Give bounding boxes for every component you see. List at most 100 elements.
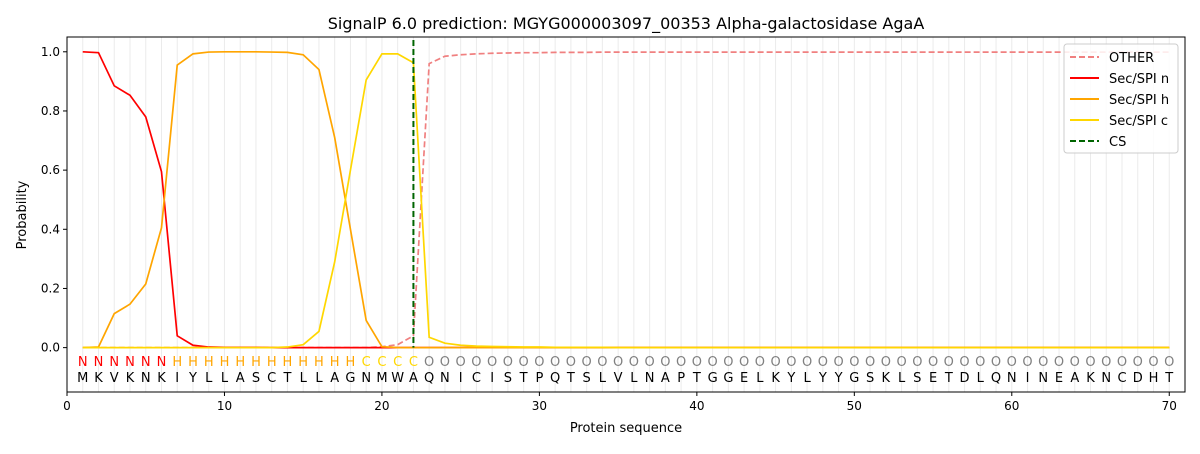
residue-letter: P — [677, 371, 685, 386]
series-line-sec-spi-c — [82, 53, 1170, 349]
region-label: O — [503, 355, 513, 370]
region-label: O — [1101, 355, 1111, 370]
residue-letter: Y — [834, 371, 843, 386]
residue-letter: N — [1038, 371, 1048, 386]
residue-letter: Y — [818, 371, 827, 386]
y-tick-label: 1.0 — [41, 45, 60, 59]
residue-letter: N — [440, 371, 450, 386]
residue-letter: G — [708, 371, 718, 386]
region-label: O — [802, 355, 812, 370]
residue-letter: D — [1133, 371, 1143, 386]
x-tick-label: 10 — [217, 399, 232, 413]
residue-letter: S — [913, 371, 921, 386]
residue-letter: V — [110, 371, 119, 386]
y-tick-label: 0.4 — [41, 222, 60, 236]
residue-letter: L — [630, 371, 638, 386]
region-label: O — [1148, 355, 1158, 370]
region-label: O — [471, 355, 481, 370]
residue-letter: P — [535, 371, 543, 386]
region-label: O — [1054, 355, 1064, 370]
region-label: N — [94, 355, 104, 370]
residue-letter: T — [944, 371, 953, 386]
region-label: O — [534, 355, 544, 370]
residue-letter: Q — [991, 371, 1001, 386]
residue-letter: L — [221, 371, 229, 386]
residue-letter: T — [566, 371, 575, 386]
residue-letter: L — [205, 371, 213, 386]
residue-letter: G — [849, 371, 859, 386]
region-label: N — [157, 355, 167, 370]
residue-letter: L — [300, 371, 308, 386]
region-label: O — [519, 355, 529, 370]
residue-letter: E — [1055, 371, 1063, 386]
plot-frame — [66, 36, 1186, 393]
region-label: O — [487, 355, 497, 370]
region-label: O — [770, 355, 780, 370]
legend-label: Sec/SPI n — [1109, 72, 1169, 87]
residue-letter: K — [126, 371, 135, 386]
y-axis-label: Probability — [15, 180, 30, 249]
chart-title: SignalP 6.0 prediction: MGYG000003097_00… — [328, 14, 925, 34]
region-label: H — [346, 355, 356, 370]
region-label: H — [188, 355, 198, 370]
region-label: H — [314, 355, 324, 370]
residue-letter: Q — [550, 371, 560, 386]
region-label: O — [1164, 355, 1174, 370]
region-label: O — [597, 355, 607, 370]
residue-letter: C — [472, 371, 481, 386]
region-label: N — [125, 355, 135, 370]
region-label: N — [141, 355, 151, 370]
region-label: O — [991, 355, 1001, 370]
residue-letter: C — [1117, 371, 1126, 386]
residue-letter: G — [723, 371, 733, 386]
residue-letter: A — [661, 371, 670, 386]
residue-letter: L — [977, 371, 985, 386]
residue-letter: A — [236, 371, 245, 386]
residue-letter: G — [345, 371, 355, 386]
residue-letter: K — [1086, 371, 1095, 386]
region-label: O — [1007, 355, 1017, 370]
region-label: O — [629, 355, 639, 370]
region-label: O — [692, 355, 702, 370]
region-label: O — [865, 355, 875, 370]
region-label: O — [912, 355, 922, 370]
x-tick-label: 0 — [63, 399, 71, 413]
region-label: O — [1133, 355, 1143, 370]
region-label: O — [582, 355, 592, 370]
residue-letter: S — [866, 371, 874, 386]
region-label: N — [78, 355, 88, 370]
series-line-sec-spi-n — [82, 50, 1170, 349]
residue-letter: K — [157, 371, 166, 386]
residue-letter: W — [391, 371, 404, 386]
residue-letter: N — [141, 371, 151, 386]
y-tick-label: 0.6 — [41, 163, 60, 177]
x-tick-label: 60 — [1004, 399, 1019, 413]
region-label: N — [109, 355, 119, 370]
series-line-other — [82, 51, 1170, 349]
region-label: O — [440, 355, 450, 370]
x-tick-label: 50 — [847, 399, 862, 413]
residue-letter: L — [599, 371, 607, 386]
residue-letter: T — [519, 371, 528, 386]
x-tick-label: 30 — [532, 399, 547, 413]
region-label: O — [456, 355, 466, 370]
region-label: H — [298, 355, 308, 370]
region-label: C — [377, 355, 386, 370]
residue-letter: L — [803, 371, 811, 386]
region-label: O — [881, 355, 891, 370]
region-label: H — [204, 355, 214, 370]
region-label: O — [723, 355, 733, 370]
x-axis-label: Protein sequence — [570, 421, 682, 436]
region-label: O — [566, 355, 576, 370]
residue-letter: L — [898, 371, 906, 386]
region-label: O — [1117, 355, 1127, 370]
residue-letter: E — [740, 371, 748, 386]
legend-box — [1063, 43, 1179, 154]
region-label: O — [755, 355, 765, 370]
region-label: O — [849, 355, 859, 370]
residue-letter: K — [771, 371, 780, 386]
region-label: O — [928, 355, 938, 370]
region-label: H — [283, 355, 293, 370]
legend-label: Sec/SPI h — [1109, 93, 1169, 108]
residue-letter: T — [1164, 371, 1173, 386]
